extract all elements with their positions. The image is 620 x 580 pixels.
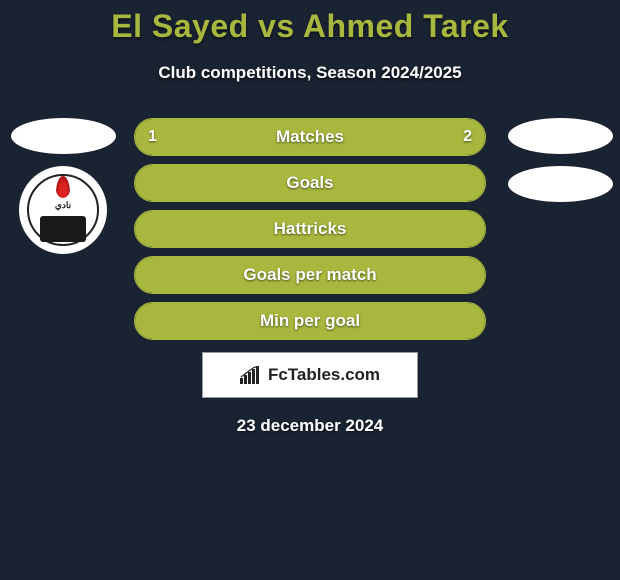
brand-text: FcTables.com [268, 365, 380, 385]
stat-row-goals: Goals [134, 164, 486, 202]
left-player-name-placeholder [11, 118, 116, 154]
bar-chart-icon [240, 366, 262, 384]
comparison-title: El Sayed vs Ahmed Tarek [0, 0, 620, 45]
stat-label: Goals per match [134, 265, 486, 285]
stat-label: Min per goal [134, 311, 486, 331]
stat-label: Goals [134, 173, 486, 193]
stat-row-hattricks: Hattricks [134, 210, 486, 248]
stat-row-matches: 1 Matches 2 [134, 118, 486, 156]
generation-date: 23 december 2024 [134, 416, 486, 436]
comparison-subtitle: Club competitions, Season 2024/2025 [0, 63, 620, 83]
stat-label: Hattricks [134, 219, 486, 239]
stat-row-goals-per-match: Goals per match [134, 256, 486, 294]
right-club-placeholder [508, 166, 613, 202]
club-flame-icon [56, 176, 70, 198]
stat-right-value: 2 [463, 128, 472, 146]
left-club-badge: نادي [19, 166, 107, 254]
stats-column: 1 Matches 2 Goals Hattricks Goals per ma… [134, 118, 486, 436]
stat-label: Matches [134, 127, 486, 147]
left-player-column: نادي [8, 118, 118, 254]
club-book-icon [40, 216, 86, 242]
right-player-name-placeholder [508, 118, 613, 154]
brand-watermark: FcTables.com [202, 352, 418, 398]
right-player-column [503, 118, 618, 214]
club-arabic-text: نادي [19, 200, 107, 211]
stat-row-min-per-goal: Min per goal [134, 302, 486, 340]
